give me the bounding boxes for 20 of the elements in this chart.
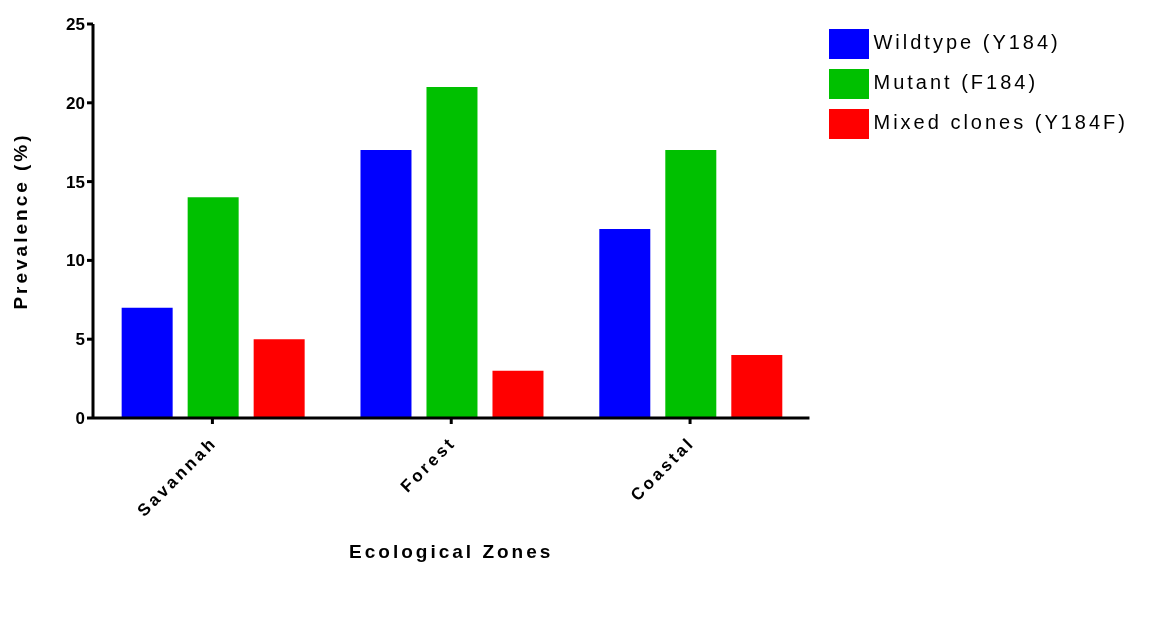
bar	[253, 339, 305, 418]
bar	[665, 150, 717, 418]
y-axis-title: Prevalence (%)	[9, 132, 31, 310]
bar	[187, 197, 239, 418]
y-tick-label: 5	[75, 330, 85, 350]
legend-label: Mutant (F184)	[873, 71, 1039, 94]
y-tick-label: 15	[66, 172, 85, 192]
legend-label: Wildtype (Y184)	[873, 31, 1061, 54]
bar	[360, 150, 412, 418]
y-tick-label: 20	[66, 93, 85, 113]
bar	[492, 370, 544, 418]
y-tick-label: 10	[66, 251, 85, 271]
legend-label: Mixed clones (Y184F)	[873, 111, 1128, 134]
x-axis-title: Ecological Zones	[349, 541, 554, 562]
bar	[599, 228, 651, 418]
y-tick-label: 0	[75, 409, 85, 429]
bar	[426, 87, 478, 418]
y-tick-label: 25	[66, 15, 85, 35]
bar	[731, 354, 783, 418]
bar	[121, 307, 173, 418]
